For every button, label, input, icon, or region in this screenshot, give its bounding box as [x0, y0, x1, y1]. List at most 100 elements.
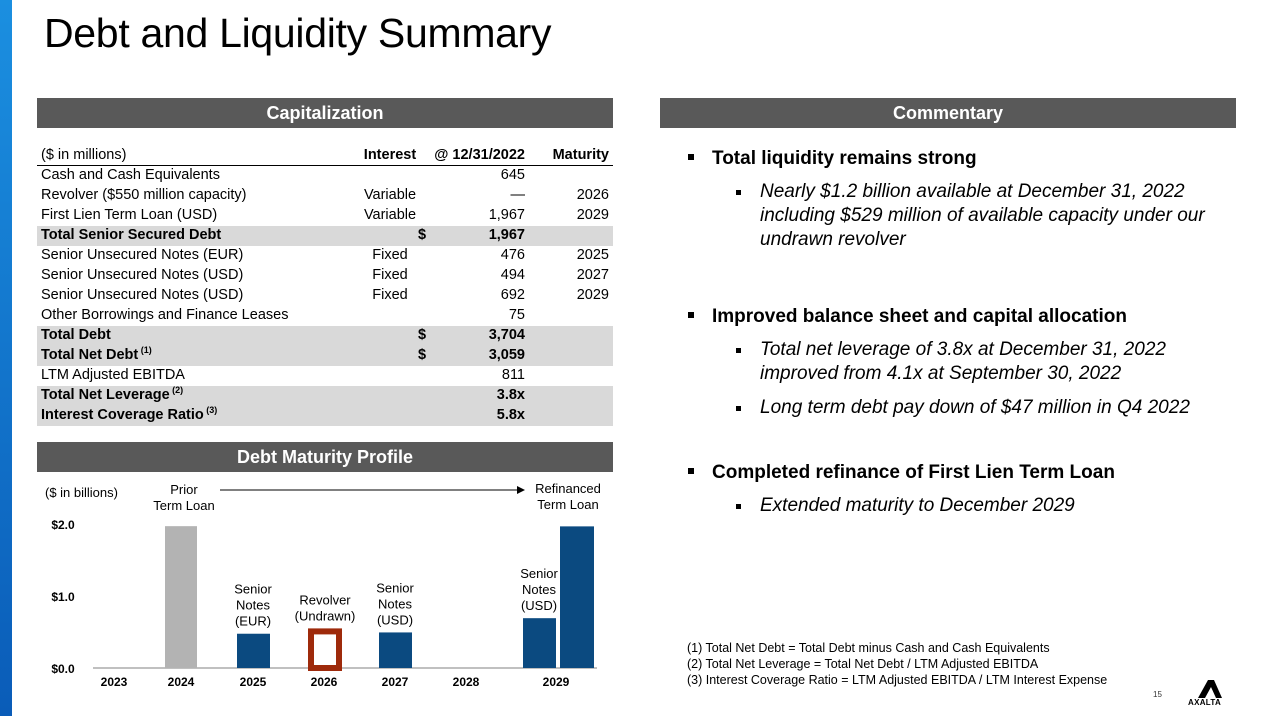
- bar-data-label: Senior: [376, 580, 414, 595]
- footnote: (3) Interest Coverage Ratio = LTM Adjust…: [687, 673, 1108, 687]
- bar-notes: [237, 633, 270, 668]
- prior-term-loan-label: Prior: [170, 482, 198, 497]
- footnote-ref: (1): [138, 345, 152, 356]
- y-tick-label: $1.0: [51, 590, 75, 604]
- row-name: First Lien Term Loan (USD): [41, 207, 218, 223]
- unit-label: ($ in billions): [45, 485, 118, 500]
- row-value: —: [510, 187, 526, 203]
- commentary-bullet: Improved balance sheet and capital alloc…: [688, 306, 1248, 328]
- bar-notes: [560, 526, 594, 668]
- capitalization-header: Capitalization: [37, 98, 613, 128]
- prior-term-loan-label: Term Loan: [153, 498, 214, 513]
- table-body: Cash and Cash Equivalents 645 Revolver ($5…: [37, 166, 613, 426]
- sub-bullet-text: Total net leverage of 3.8x at December 3…: [760, 339, 1166, 384]
- page-number: 15: [1153, 690, 1162, 699]
- footnote: (2) Total Net Leverage = Total Net Debt …: [687, 657, 1039, 671]
- row-maturity: 2029: [576, 207, 609, 223]
- bar-data-label: Notes: [236, 598, 270, 613]
- x-tick-label: 2029: [543, 675, 570, 689]
- row-name: Revolver ($550 million capacity): [41, 187, 247, 203]
- row-maturity: 2025: [576, 247, 609, 263]
- row-name: Senior Unsecured Notes (USD): [41, 267, 244, 283]
- bullet-text: Improved balance sheet and capital alloc…: [712, 306, 1127, 327]
- table-row: Senior Unsecured Notes (USD) Fixed 692 2029: [37, 286, 613, 306]
- capitalization-table: ($ in millions) Interest @ 12/31/2022 Ma…: [37, 146, 613, 426]
- commentary-sub-bullet: Nearly $1.2 billion available at Decembe…: [688, 180, 1248, 252]
- maturity-profile-header: Debt Maturity Profile: [37, 442, 613, 472]
- refinanced-term-loan-label: Refinanced: [535, 481, 601, 496]
- axalta-logo-icon: [1198, 680, 1222, 698]
- sub-bullet-marker: [736, 504, 741, 509]
- bar-revolver: [308, 628, 342, 671]
- row-interest: Fixed: [372, 287, 408, 303]
- bar-data-label: Senior: [520, 566, 558, 581]
- row-interest: Variable: [363, 207, 417, 223]
- row-interest: Variable: [363, 187, 417, 203]
- sub-bullet-marker: [736, 348, 741, 353]
- logo-text: AXALTA: [1188, 698, 1222, 707]
- row-value: 811: [501, 367, 525, 383]
- commentary-body: Total liquidity remains strong Nearly $1.…: [688, 148, 1248, 528]
- row-value: 1,967: [488, 227, 525, 243]
- bar-data-label: Senior: [234, 582, 272, 597]
- column-header-name: ($ in millions): [41, 147, 127, 163]
- x-tick-label: 2026: [311, 675, 338, 689]
- bar-prior: [165, 526, 197, 668]
- row-interest: Fixed: [372, 267, 408, 283]
- sub-bullet-marker: [736, 190, 741, 195]
- bar-data-label: (USD): [521, 598, 557, 613]
- x-tick-label: 2024: [168, 675, 195, 689]
- bar-data-label: (Undrawn): [295, 608, 356, 623]
- row-maturity: 2027: [576, 267, 609, 283]
- row-name: Other Borrowings and Finance Leases: [41, 307, 289, 323]
- bar-data-label: Notes: [378, 596, 412, 611]
- commentary-header: Commentary: [660, 98, 1236, 128]
- row-value: 692: [500, 287, 525, 303]
- table-row: First Lien Term Loan (USD) Variable 1,967 2…: [37, 206, 613, 226]
- sub-bullet-text: Extended maturity to December 2029: [760, 495, 1075, 516]
- x-tick-label: 2028: [453, 675, 480, 689]
- footnote-ref: (3): [203, 405, 218, 416]
- row-interest: Fixed: [372, 247, 408, 263]
- refinanced-term-loan-label: Term Loan: [537, 497, 598, 512]
- footnote-ref: (2): [169, 385, 184, 396]
- row-value: 476: [500, 247, 525, 263]
- row-name: Total Net Debt (1): [41, 345, 152, 363]
- table-row: LTM Adjusted EBITDA 811: [37, 366, 613, 386]
- sub-bullet-text: Nearly $1.2 billion available at Decembe…: [760, 181, 1205, 250]
- row-value: 3,704: [488, 327, 525, 343]
- column-header-value: @ 12/31/2022: [434, 147, 525, 163]
- arrow-head-icon: [517, 486, 525, 494]
- bar-data-label: (EUR): [235, 614, 271, 629]
- row-value: 3,059: [488, 347, 525, 363]
- row-name: Total Debt: [41, 327, 111, 343]
- page-title: Debt and Liquidity Summary: [44, 10, 552, 56]
- commentary-sub-bullet: Long term debt pay down of $47 million i…: [688, 396, 1248, 420]
- row-name: LTM Adjusted EBITDA: [41, 367, 185, 383]
- row-maturity: 2026: [576, 187, 609, 203]
- row-value: 3.8x: [496, 387, 525, 403]
- x-tick-label: 2025: [240, 675, 267, 689]
- bullet-marker: [688, 468, 694, 474]
- row-value: 645: [500, 167, 525, 183]
- sub-bullet-marker: [736, 406, 741, 411]
- bullet-text: Completed refinance of First Lien Term L…: [712, 462, 1115, 483]
- bar-data-label: Notes: [522, 582, 556, 597]
- row-maturity: 2029: [576, 287, 609, 303]
- x-tick-label: 2023: [101, 675, 128, 689]
- footnote: (1) Total Net Debt = Total Debt minus Ca…: [687, 641, 1050, 655]
- bar-data-label: (USD): [377, 612, 413, 627]
- table-header-row: ($ in millions) Interest @ 12/31/2022 Ma…: [37, 146, 613, 166]
- y-tick-label: $2.0: [51, 518, 75, 532]
- table-row: Other Borrowings and Finance Leases 75: [37, 306, 613, 326]
- commentary-sub-bullet: Total net leverage of 3.8x at December 3…: [688, 338, 1248, 386]
- row-name: Total Senior Secured Debt: [41, 227, 222, 243]
- table-row: Total Net Leverage (2) 3.8x: [37, 386, 613, 406]
- row-name: Interest Coverage Ratio (3): [41, 405, 218, 423]
- row-name: Senior Unsecured Notes (USD): [41, 287, 244, 303]
- table-row: Total Net Debt (1) $3,059: [37, 346, 613, 366]
- table-row: Interest Coverage Ratio (3) 5.8x: [37, 406, 613, 426]
- table-row: Total Senior Secured Debt $1,967: [37, 226, 613, 246]
- bar-notes: [379, 632, 412, 668]
- bullet-marker: [688, 312, 694, 318]
